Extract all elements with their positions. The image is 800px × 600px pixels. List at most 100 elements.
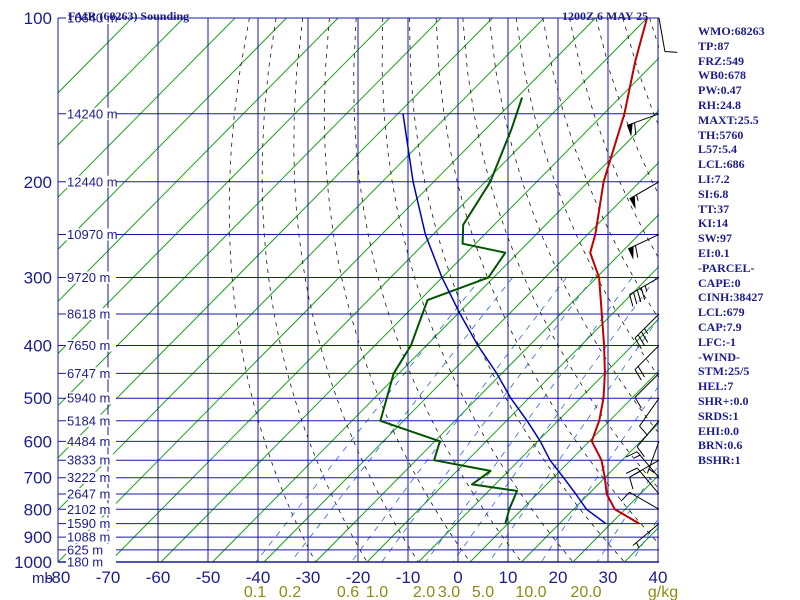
wind-barb-flag	[634, 122, 637, 136]
wind-barb-600	[646, 441, 660, 474]
height-label: 5184 m	[67, 413, 110, 428]
wind-barb-flag	[629, 477, 634, 490]
mixing-ratio-line	[631, 516, 659, 562]
wind-barb-staff	[634, 372, 660, 398]
temperature-label: -10	[396, 568, 421, 587]
mixing-ratio-line	[425, 277, 633, 562]
wind-barb-flag	[620, 491, 630, 502]
mixing-ratio-label: 3.0	[438, 584, 460, 600]
height-label: 2102 m	[67, 502, 110, 517]
temperature-label: -60	[146, 568, 171, 587]
dewpoint-profile	[379, 97, 524, 524]
wind-barb-half-flag	[644, 328, 649, 335]
wind-barb-flag	[636, 446, 645, 458]
index-line: TT:37	[698, 201, 730, 216]
dry-adiabat	[569, 18, 659, 260]
height-label-bg	[66, 543, 116, 556]
index-line: LI:7.2	[698, 171, 730, 186]
wind-barb-staff	[636, 451, 660, 479]
height-label-bg	[66, 367, 116, 380]
mixing-ratio-label: 20.0	[570, 584, 601, 600]
height-label: 16640 m	[67, 11, 118, 26]
index-line: TH:5760	[698, 127, 744, 142]
mixing-ratio-line	[452, 277, 657, 562]
pressure-unit-label: mb	[32, 570, 53, 587]
wind-barb-750	[625, 467, 660, 495]
height-label-bg	[66, 556, 116, 568]
index-line: L57:5.4	[698, 142, 737, 157]
wind-barb-100	[658, 17, 678, 53]
mixing-ratio-label: 1.0	[366, 584, 388, 600]
height-label-bg	[66, 271, 116, 284]
wind-barb-staff	[636, 467, 660, 495]
wind-barb-200	[629, 181, 660, 210]
temperature-label: 30	[599, 568, 618, 587]
wind-barb-flag	[634, 245, 639, 258]
height-label: 4484 m	[67, 434, 110, 449]
pressure-label-700: 700	[24, 469, 52, 488]
temperature-label: 0	[453, 568, 462, 587]
index-line: WMO:68263	[698, 24, 765, 38]
index-line: TP:87	[698, 38, 730, 53]
wind-barb-staff	[658, 17, 666, 52]
wind-barb-flag	[664, 50, 678, 53]
pressure-label-900: 900	[24, 528, 52, 547]
height-label: 10970 m	[67, 227, 118, 242]
dry-adiabat	[783, 18, 800, 562]
temperature-label: -50	[196, 568, 221, 587]
temperature-label: -20	[346, 568, 371, 587]
wind-barb-flag	[634, 369, 642, 381]
temperature-label: 20	[549, 568, 568, 587]
pressure-label-800: 800	[24, 500, 52, 519]
pressure-label-200: 200	[24, 173, 52, 192]
height-label-bg	[66, 175, 116, 188]
index-line: MAXT:25.5	[698, 112, 759, 127]
wind-barb-half-flag	[636, 194, 639, 201]
height-label: 7650 m	[67, 338, 110, 353]
parcel-profile	[402, 113, 607, 525]
wind-barb-850	[632, 523, 660, 549]
height-label: 9720 m	[67, 270, 110, 285]
height-label-bg	[66, 503, 116, 516]
height-label: 8618 m	[67, 306, 110, 321]
pressure-label-600: 600	[24, 432, 52, 451]
height-label: 180 m	[67, 555, 103, 570]
index-line: CAP:7.9	[698, 319, 742, 334]
wind-barb-flag	[637, 366, 645, 378]
height-label: 1590 m	[67, 516, 110, 531]
index-line: STM:25/5	[698, 364, 750, 379]
temperature-label: -70	[96, 568, 121, 587]
height-label: 6747 m	[67, 366, 110, 381]
dry-adiabat	[261, 18, 368, 562]
wind-barb-half-flag	[635, 542, 640, 549]
wind-barb-650	[629, 459, 660, 490]
isotherm	[160, 57, 659, 562]
wind-barb-flag	[634, 397, 642, 409]
sounding-indices-panel: WMO:68263 TP:87 FRZ:549 WB0:678 PW:0.47 RH:24…	[698, 24, 765, 468]
height-label-bg	[66, 471, 116, 484]
temperature-label: -80	[46, 568, 71, 587]
height-label-bg	[66, 435, 116, 448]
index-line: SW:97	[698, 231, 733, 246]
wind-barb-pennant	[629, 195, 636, 210]
index-line: LCL:686	[698, 157, 745, 172]
index-line: BRN:0.6	[698, 438, 743, 453]
mixing-ratio-label: 0.1	[244, 584, 266, 600]
pressure-label-400: 400	[24, 337, 52, 356]
mixing-ratio-label: 0.2	[279, 584, 301, 600]
index-line: LFC:-1	[698, 334, 736, 349]
height-label-bg	[66, 531, 116, 544]
mixing-ratio-line	[290, 277, 513, 562]
wind-barb-flag	[640, 331, 649, 343]
index-line: BSHR:1	[698, 453, 741, 468]
index-line: -PARCEL-	[698, 260, 755, 275]
index-line: CAPE:0	[698, 275, 741, 290]
height-label: 3833 m	[67, 453, 110, 468]
height-label: 3222 m	[67, 470, 110, 485]
mixing-ratio-label: 2.0	[413, 584, 435, 600]
wind-barb-staff	[634, 313, 660, 339]
wind-barb-staff	[639, 397, 660, 427]
height-label-bg	[66, 488, 116, 501]
index-line: -WIND-	[698, 349, 740, 364]
